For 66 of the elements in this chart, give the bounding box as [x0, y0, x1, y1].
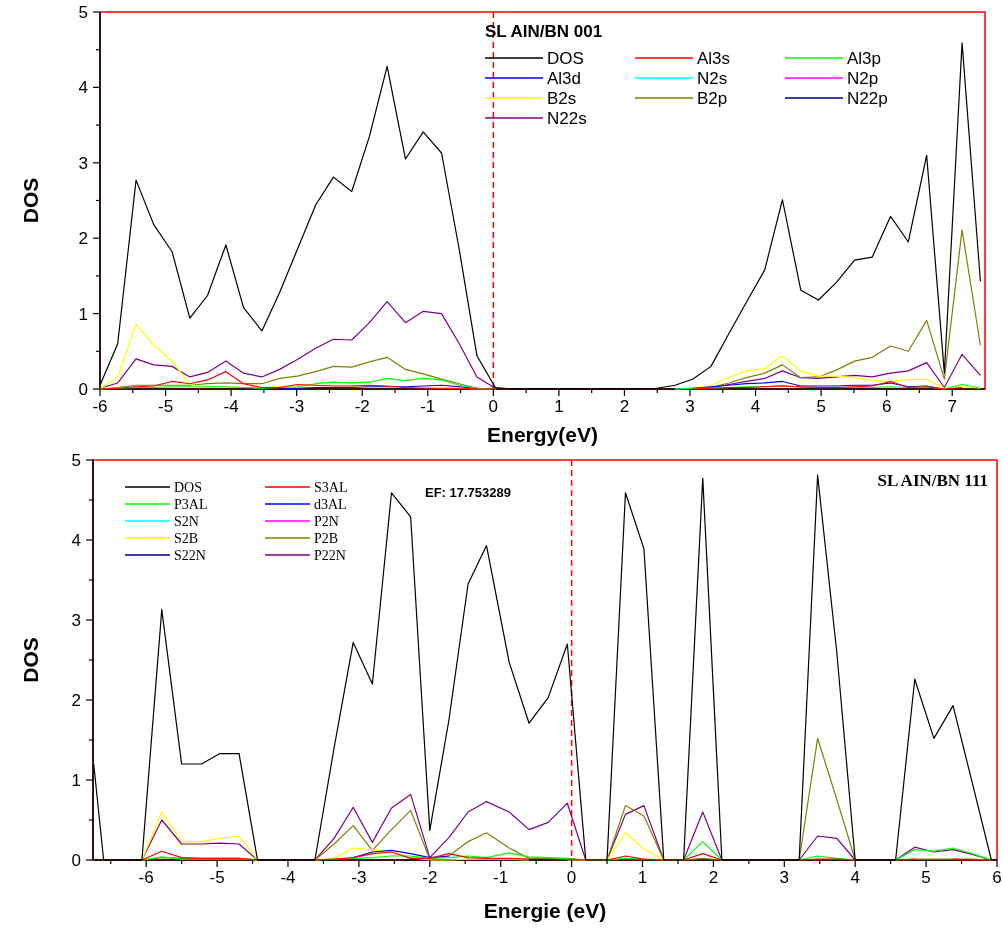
legend-label: DOS — [547, 48, 584, 68]
y-tick-label: 0 — [78, 380, 88, 399]
legend-label: Al3p — [847, 48, 882, 68]
legend-label: Al3s — [697, 48, 731, 68]
legend-label: B2p — [697, 88, 728, 108]
annotation: SL AIN/BN 111 — [877, 471, 988, 490]
legend-label: N2s — [697, 68, 728, 88]
legend-title: SL AIN/BN 001 — [485, 22, 603, 41]
x-tick-label: 4 — [850, 868, 860, 887]
x-tick-label: -4 — [280, 868, 296, 887]
x-tick-label: -6 — [138, 868, 154, 887]
y-tick-label: 2 — [71, 691, 81, 710]
x-axis-title: Energy(eV) — [487, 423, 598, 446]
y-tick-label: 4 — [78, 78, 88, 98]
x-tick-label: -2 — [422, 868, 438, 887]
legend-label: S2N — [174, 513, 199, 529]
y-tick-label: 1 — [71, 771, 81, 790]
x-tick-label: -6 — [92, 397, 108, 416]
x-tick-label: 0 — [488, 397, 499, 416]
x-tick-label: -1 — [420, 397, 436, 416]
x-tick-label: -3 — [351, 868, 367, 887]
legend-label: P2N — [314, 513, 339, 529]
x-tick-label: 3 — [779, 868, 790, 887]
x-tick-label: 6 — [881, 397, 892, 416]
y-axis-title: DOS — [19, 637, 42, 683]
y-tick-label: 5 — [71, 451, 81, 470]
x-tick-label: -4 — [223, 397, 239, 416]
y-tick-label: 3 — [71, 611, 81, 630]
y-tick-label: 2 — [78, 229, 88, 249]
x-tick-label: 4 — [750, 397, 761, 416]
x-tick-label: 5 — [816, 397, 826, 416]
legend-label: P3AL — [174, 496, 208, 512]
legend-label: S22N — [174, 547, 206, 563]
legend-label: S3AL — [314, 479, 348, 495]
x-tick-label: 3 — [685, 397, 695, 416]
legend-label: Al3d — [547, 68, 582, 88]
legend-label: d3AL — [314, 496, 347, 512]
x-tick-label: 2 — [708, 868, 719, 887]
x-tick-label: -5 — [157, 397, 174, 416]
y-tick-label: 4 — [71, 531, 81, 550]
y-tick-label: 1 — [78, 304, 88, 324]
x-tick-label: 2 — [619, 397, 630, 416]
legend-label: DOS — [174, 479, 203, 495]
x-axis-title: Energie (eV) — [483, 899, 607, 922]
legend-label: S2B — [174, 530, 199, 546]
legend-label: P22N — [314, 547, 346, 563]
y-tick-label: 3 — [78, 153, 88, 173]
x-tick-label: 1 — [637, 868, 648, 887]
x-tick-label: 5 — [921, 868, 931, 887]
x-tick-label: 6 — [992, 868, 1002, 887]
x-tick-label: 1 — [554, 397, 564, 416]
x-tick-label: -5 — [209, 868, 225, 887]
x-tick-label: -1 — [493, 868, 509, 887]
legend-label: N22s — [547, 108, 587, 128]
y-axis-title: DOS — [19, 177, 42, 224]
x-tick-label: -2 — [354, 397, 370, 416]
annotation: EF: 17.753289 — [425, 485, 512, 500]
legend-label: N22p — [847, 88, 888, 108]
x-tick-label: -3 — [289, 397, 305, 416]
legend-label: B2s — [547, 88, 577, 108]
legend-label: P2B — [314, 530, 339, 546]
y-tick-label: 5 — [78, 3, 88, 22]
legend-label: N2p — [847, 68, 879, 88]
x-tick-label: 7 — [947, 397, 957, 416]
y-tick-label: 0 — [71, 851, 81, 870]
x-tick-label: 0 — [566, 868, 577, 887]
